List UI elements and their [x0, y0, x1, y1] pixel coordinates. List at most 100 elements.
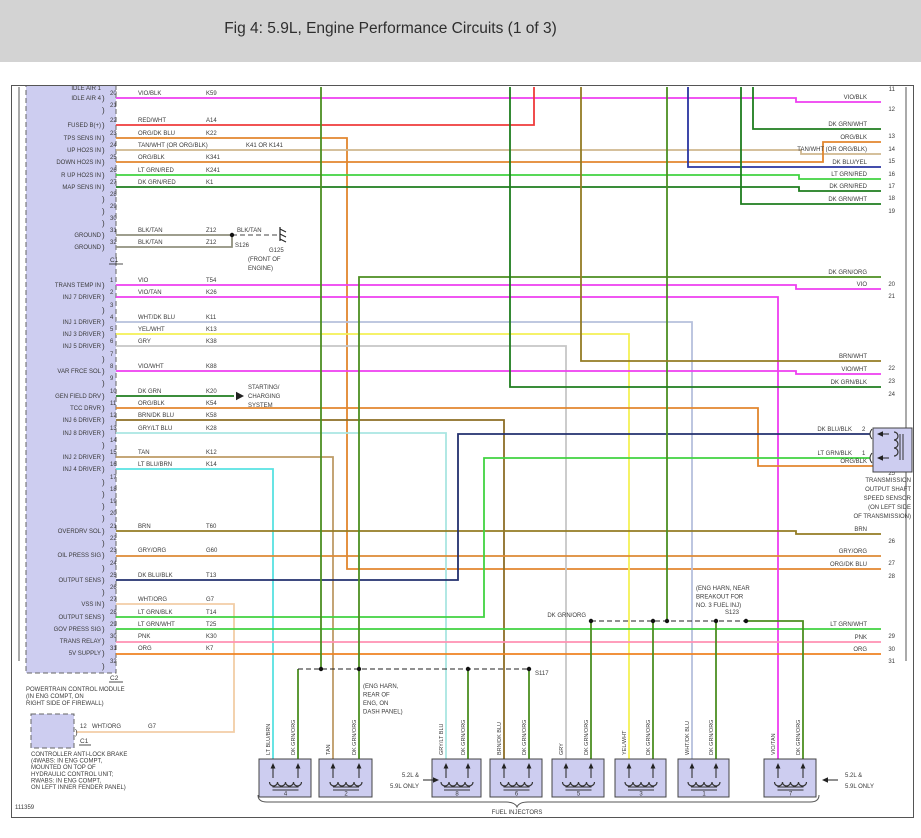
circuit-code: K12 — [206, 450, 217, 456]
splice-note-line: (ENG HARN, NEAR — [696, 586, 750, 592]
pin-clip: ) — [102, 367, 105, 376]
injector-number: 8 — [455, 792, 459, 798]
pin-number: 13 — [888, 134, 895, 140]
injector-box — [258, 758, 312, 798]
pin-clip: ) — [102, 453, 105, 462]
circuit-code: K38 — [206, 339, 217, 345]
circuit-code: K7 — [206, 646, 214, 652]
pcm-pin-function: OVERDRV SOL — [58, 529, 102, 535]
injector-coil — [773, 781, 808, 787]
pin-number: 24 — [110, 561, 117, 567]
pin-clip: ) — [102, 625, 105, 634]
pin-number: 2 — [110, 290, 114, 296]
wire-blk-tan — [116, 235, 233, 248]
pcm-pin-function: VSS IN — [81, 602, 101, 608]
injector-coil — [561, 781, 596, 787]
wire-dk-grn-wht — [740, 87, 881, 205]
pin-number: 23 — [110, 548, 117, 554]
sensor-name-line: (ON LEFT SIDE — [868, 505, 911, 511]
pin-number: 6 — [110, 339, 114, 345]
wire-yel-wht — [116, 333, 630, 759]
splice-note-line: (ENG HARN, — [363, 684, 399, 690]
splice-note-line: NO. 3 FUEL INJ) — [696, 603, 741, 609]
splice-id: S126 — [235, 243, 250, 249]
wire-name-vertical: DK GRN/ORG — [796, 720, 802, 755]
circuit-code: K28 — [206, 426, 217, 432]
pin-number: 26 — [110, 168, 117, 174]
pin-number: 7 — [110, 352, 114, 358]
pin-clip: ) — [102, 441, 105, 450]
pcm-pin-function: INJ 6 DRIVER — [63, 418, 102, 424]
splice-id: S117 — [535, 671, 549, 677]
circuit-code: K11 — [206, 315, 217, 321]
circuit-code: Z12 — [206, 228, 217, 234]
pin-clip: ) — [102, 342, 105, 351]
circuit-code: K41 OR K141 — [246, 143, 284, 149]
pcm-pin-function: 5V SUPPLY — [69, 651, 101, 657]
wires — [76, 87, 881, 759]
wire-lt-blu-brn — [116, 468, 274, 759]
pcm-pin-function: MAP SENS IN — [62, 185, 101, 191]
pin-number: 21 — [110, 524, 117, 530]
wire-name-vertical: YEL/WHT — [622, 730, 628, 755]
pcm-name-line: RIGHT SIDE OF FIREWALL) — [26, 701, 104, 707]
splice-dots — [229, 232, 749, 672]
pin-number: 29 — [110, 204, 117, 210]
pcm-pin-function: GROUND — [74, 233, 101, 239]
pin-number: 30 — [888, 647, 895, 653]
wire-name: GRY — [138, 339, 151, 345]
wire-name: VIO — [857, 282, 868, 288]
frame-lines — [18, 87, 907, 661]
wire-name: DK GRN/WHT — [828, 122, 867, 128]
pin-clip: ) — [102, 404, 105, 413]
circuit-code: K13 — [206, 327, 217, 333]
pin-number: 24 — [110, 143, 117, 149]
wire-name: BRN/DK BLU — [138, 413, 174, 419]
circuit-code: T54 — [206, 278, 217, 284]
wire-name: LT GRN/WHT — [138, 622, 175, 628]
wire-name-vertical: WHT/DK BLU — [685, 721, 691, 755]
injector-coil — [624, 781, 658, 787]
wire-name: DK GRN — [138, 389, 161, 395]
splice-note-line: DASH PANEL) — [363, 710, 403, 716]
pin-number: 11 — [110, 401, 117, 407]
wire-name-vertical: TAN — [326, 744, 332, 755]
injector-number: 2 — [344, 792, 348, 798]
wire-name-vertical: BRN/DK BLU — [497, 722, 503, 755]
circuit-code: K241 — [206, 168, 221, 174]
injector-coil — [687, 781, 721, 787]
pin-clip: ) — [102, 94, 105, 103]
cab-name-line: MOUNTED ON TOP OF — [31, 765, 96, 771]
pin-number: 27 — [110, 180, 117, 186]
pin-clip: ) — [102, 306, 105, 315]
pin-number: 23 — [888, 379, 895, 385]
circuit-code: K14 — [206, 462, 217, 468]
pcm-pin-function: INJ 4 DRIVER — [63, 467, 102, 473]
pin-number: 15 — [110, 450, 117, 456]
pin-number: 22 — [888, 366, 895, 372]
wire-dk-grn-org — [746, 620, 804, 759]
wire-name: ORG/DK BLU — [830, 562, 867, 568]
pcm-pin-function: INJ 8 DRIVER — [63, 431, 102, 437]
wire-name: DK BLU/BLK — [138, 573, 173, 579]
diagram-number: 111359 — [15, 805, 35, 811]
wire-name: DK BLU/BLK — [817, 427, 852, 433]
figure-title: Fig 4: 5.9L, Engine Performance Circuits… — [224, 20, 557, 37]
wire-name: LT GRN/BLK — [138, 610, 172, 616]
splice-id: S123 — [725, 610, 740, 616]
pin-clip: ) — [102, 134, 105, 143]
wire-name: VIO/WHT — [138, 364, 164, 370]
pin-number: 16 — [110, 462, 117, 468]
pcm-pin-function: OUTPUT SENS — [58, 578, 101, 584]
pcm-box — [25, 86, 117, 674]
pcm-pin-function: TPS SENS IN — [64, 136, 101, 142]
pin-clip: ) — [102, 195, 105, 204]
wire-name: VIO — [138, 278, 149, 284]
injector-coil — [268, 781, 303, 787]
ground-g125: BLK/TAN S126 G125 (FRONT OF ENGINE) — [235, 227, 287, 272]
footer: 111359 — [15, 805, 35, 811]
wire-name: BLK/TAN — [237, 228, 262, 234]
pin-clip: ) — [102, 649, 105, 658]
wire-name: BLK/TAN — [138, 240, 163, 246]
injector-box — [614, 758, 667, 798]
